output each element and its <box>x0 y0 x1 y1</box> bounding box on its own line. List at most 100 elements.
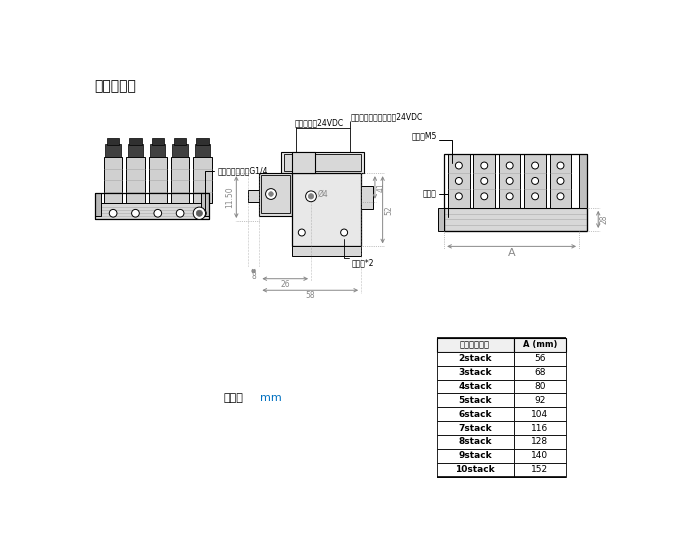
Bar <box>151 138 164 146</box>
Bar <box>107 138 119 146</box>
Circle shape <box>557 162 564 169</box>
Circle shape <box>308 194 314 199</box>
Bar <box>437 463 514 477</box>
Bar <box>437 393 514 407</box>
Text: 4stack: 4stack <box>458 382 492 391</box>
Bar <box>579 154 586 208</box>
Bar <box>94 193 209 219</box>
Circle shape <box>455 177 462 184</box>
Text: 41: 41 <box>377 182 386 193</box>
Text: 152: 152 <box>531 465 548 474</box>
Bar <box>437 352 514 365</box>
Circle shape <box>154 209 162 217</box>
Bar <box>514 407 566 421</box>
Circle shape <box>196 210 203 217</box>
Bar <box>94 193 101 217</box>
Bar <box>196 138 209 146</box>
Bar <box>104 157 122 203</box>
Bar <box>444 154 586 231</box>
Text: 组合安装型: 组合安装型 <box>94 79 137 93</box>
Bar <box>550 154 571 208</box>
Bar <box>444 208 586 231</box>
Bar <box>514 421 566 435</box>
Bar <box>437 407 514 421</box>
Text: 56: 56 <box>534 354 545 363</box>
Text: 3stack: 3stack <box>458 368 492 377</box>
Bar <box>437 365 514 379</box>
Text: 液晶显示真空压力开关24VDC: 液晶显示真空压力开关24VDC <box>350 112 423 121</box>
Bar <box>514 379 566 393</box>
Circle shape <box>269 192 273 196</box>
Circle shape <box>557 193 564 200</box>
Bar <box>514 463 566 477</box>
Text: 排气口: 排气口 <box>423 190 437 199</box>
Circle shape <box>506 162 513 169</box>
Text: Ø4: Ø4 <box>318 190 329 199</box>
Text: 固定孔*2: 固定孔*2 <box>352 258 374 267</box>
Circle shape <box>532 177 539 184</box>
Bar <box>172 144 188 157</box>
Text: 52: 52 <box>384 205 393 215</box>
Bar <box>281 152 364 173</box>
Bar <box>514 393 566 407</box>
Circle shape <box>506 177 513 184</box>
Text: 8stack: 8stack <box>458 437 492 446</box>
Bar <box>291 152 315 173</box>
Bar <box>524 154 546 208</box>
Bar <box>126 157 144 203</box>
Text: 真空口M5: 真空口M5 <box>411 131 437 140</box>
Bar <box>284 154 361 171</box>
Circle shape <box>193 207 205 219</box>
Text: 140: 140 <box>531 451 548 460</box>
Text: 128: 128 <box>531 437 548 446</box>
Circle shape <box>109 209 117 217</box>
Text: 9stack: 9stack <box>458 451 492 460</box>
Circle shape <box>176 209 184 217</box>
Circle shape <box>557 177 564 184</box>
Bar <box>201 193 209 217</box>
Bar <box>361 186 373 209</box>
Bar <box>129 138 142 146</box>
Bar <box>261 175 290 213</box>
Text: 58: 58 <box>305 291 315 300</box>
Bar <box>437 338 514 352</box>
Text: 真空产生阀24VDC: 真空产生阀24VDC <box>295 118 344 127</box>
Text: 92: 92 <box>534 396 545 405</box>
Bar <box>514 449 566 463</box>
Text: 80: 80 <box>534 382 545 391</box>
Text: 5stack: 5stack <box>458 396 492 405</box>
Circle shape <box>341 229 348 236</box>
Text: 压缩空气供气口G1/4: 压缩空气供气口G1/4 <box>218 166 269 175</box>
Circle shape <box>455 162 462 169</box>
Circle shape <box>506 193 513 200</box>
Bar <box>128 144 143 157</box>
Bar <box>437 449 514 463</box>
Text: mm: mm <box>260 393 282 403</box>
Text: A (mm): A (mm) <box>523 340 557 349</box>
Bar <box>291 173 361 247</box>
Bar <box>174 138 186 146</box>
Bar <box>448 154 470 208</box>
Text: 104: 104 <box>531 410 548 418</box>
Bar <box>291 247 361 256</box>
Text: 11.50: 11.50 <box>226 186 235 208</box>
Text: 2stack: 2stack <box>458 354 492 363</box>
Circle shape <box>455 193 462 200</box>
Bar <box>193 157 212 203</box>
Bar <box>437 379 514 393</box>
Circle shape <box>198 209 206 217</box>
Text: 单位：: 单位： <box>223 393 243 403</box>
Bar <box>171 157 189 203</box>
Circle shape <box>266 189 276 199</box>
Circle shape <box>132 209 139 217</box>
Circle shape <box>481 193 488 200</box>
Text: 6stack: 6stack <box>458 410 492 418</box>
Text: A: A <box>508 248 516 258</box>
Bar <box>437 421 514 435</box>
Text: 26: 26 <box>280 280 290 288</box>
Circle shape <box>481 162 488 169</box>
Text: 8: 8 <box>251 272 256 281</box>
Bar <box>514 352 566 365</box>
Bar <box>260 173 291 215</box>
Text: 68: 68 <box>534 368 545 377</box>
